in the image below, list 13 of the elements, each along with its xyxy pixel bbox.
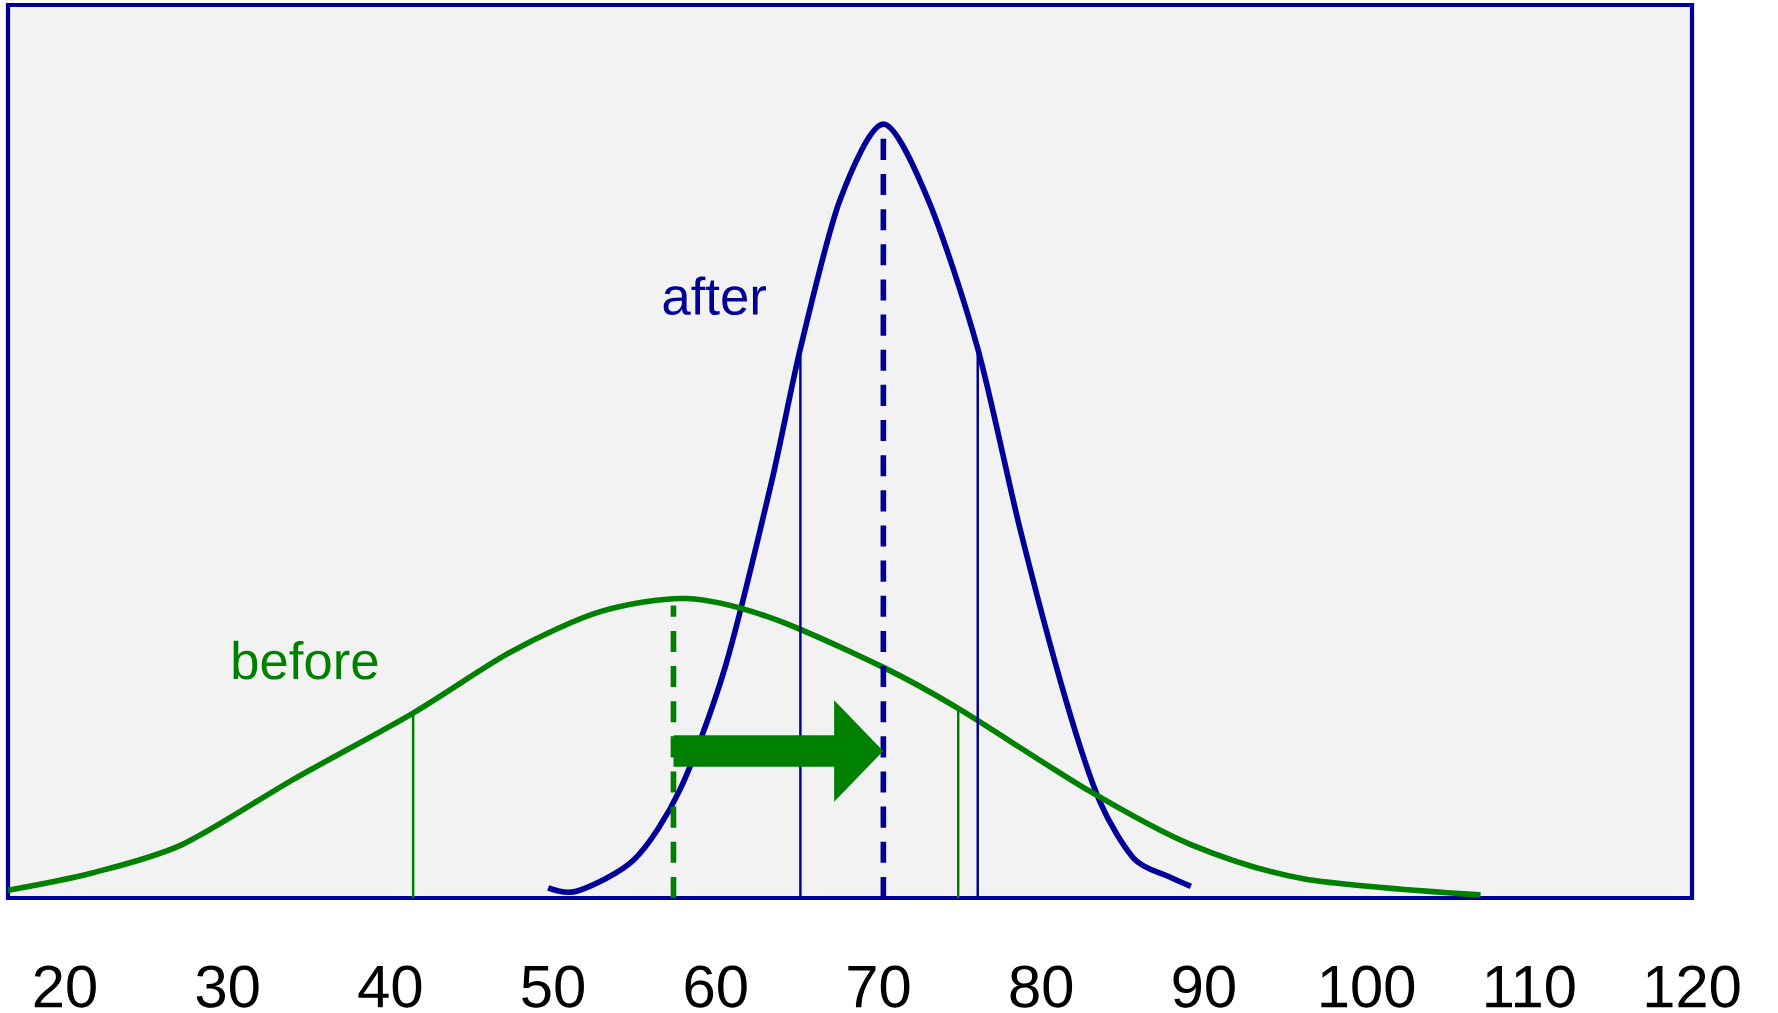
x-tick-label: 50 xyxy=(522,965,584,1008)
x-tick-label: 70 xyxy=(848,965,910,1008)
series-label: after xyxy=(663,276,766,316)
x-tick-label: 20 xyxy=(34,965,96,1008)
x-tick-label: 60 xyxy=(685,965,747,1008)
x-tick-label: 100 xyxy=(1321,965,1415,1008)
x-tick-label: 120 xyxy=(1646,965,1740,1008)
x-tick-label: 90 xyxy=(1173,965,1235,1008)
x-tick-label: 80 xyxy=(1010,965,1073,1008)
x-tick-label: 110 xyxy=(1486,965,1575,1008)
x-tick-label: 40 xyxy=(358,965,422,1008)
x-tick-label: 30 xyxy=(196,965,259,1008)
series-label: before xyxy=(233,640,378,680)
